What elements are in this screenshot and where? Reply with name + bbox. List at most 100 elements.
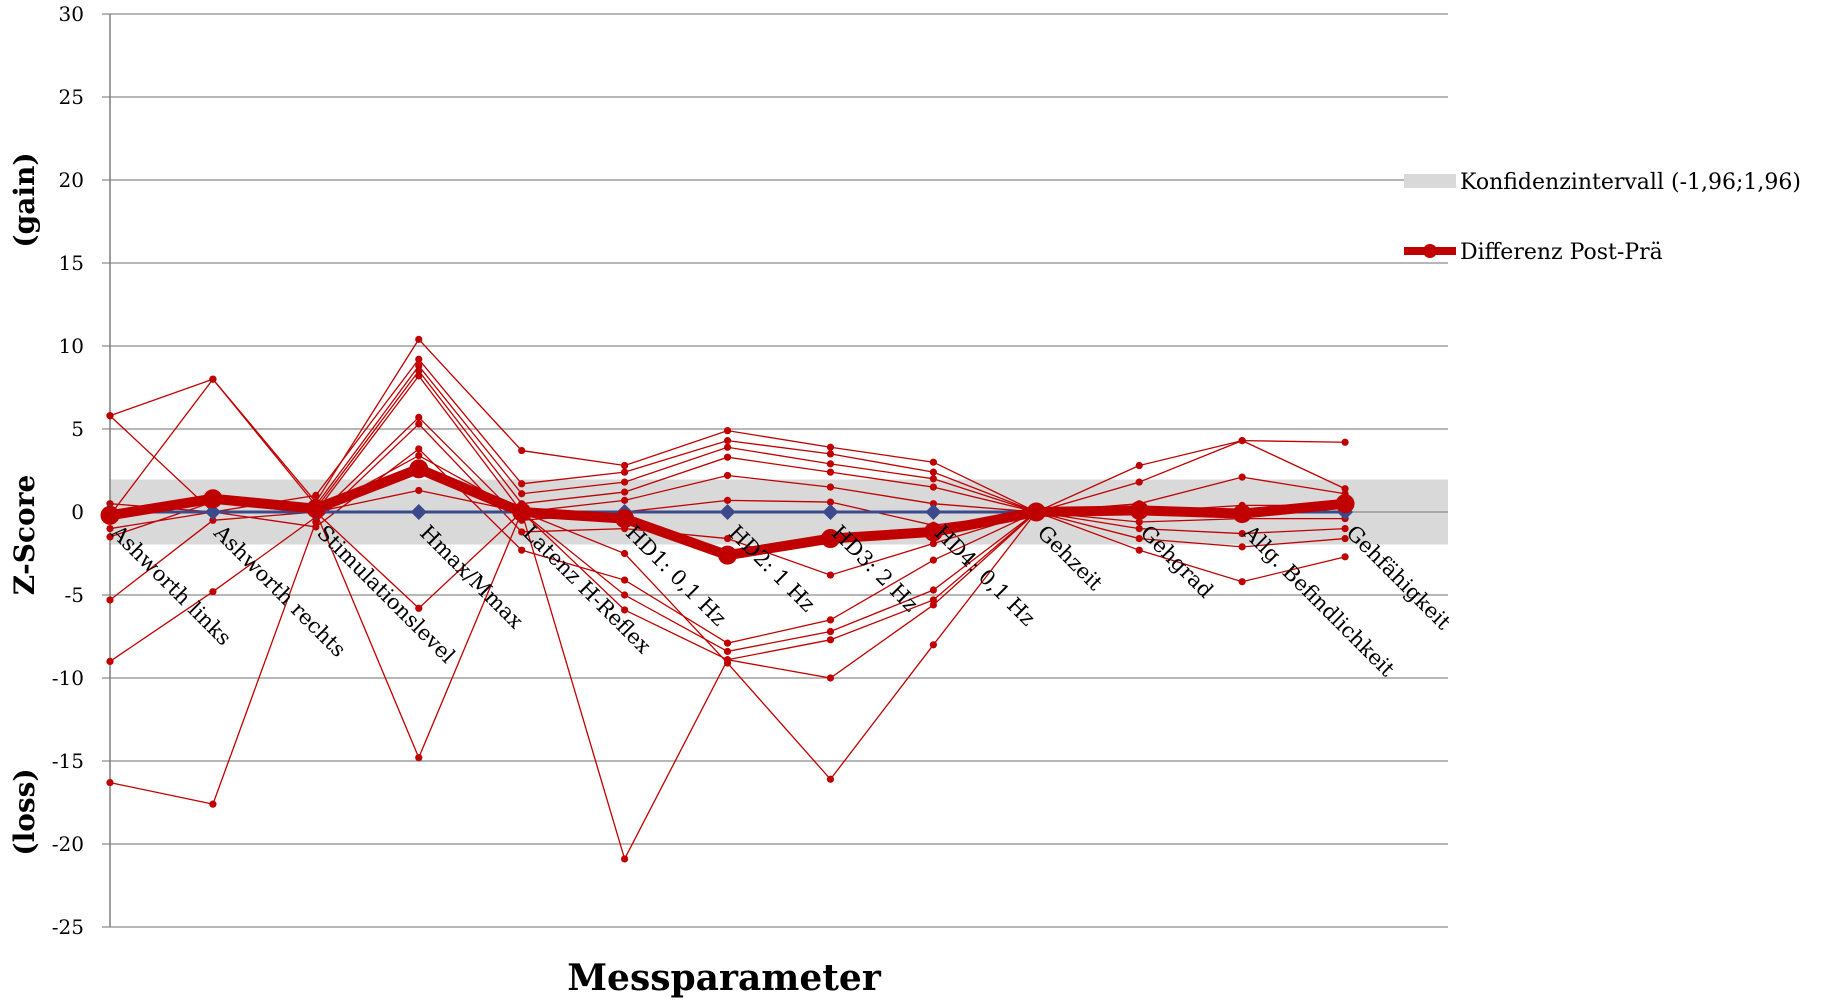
mean-point bbox=[512, 502, 532, 522]
individual-point bbox=[621, 468, 629, 476]
y-tick-label: -25 bbox=[52, 915, 84, 939]
individual-point bbox=[1135, 534, 1143, 543]
individual-point bbox=[929, 539, 937, 548]
individual-point bbox=[826, 616, 835, 624]
mean-point bbox=[1335, 494, 1355, 514]
individual-point bbox=[1238, 437, 1246, 445]
individual-point bbox=[415, 754, 423, 762]
individual-point bbox=[1341, 485, 1349, 493]
individual-point bbox=[826, 498, 835, 506]
individual-point bbox=[621, 591, 629, 599]
individual-point bbox=[723, 443, 732, 451]
legend-label-confidence: Konfidenzintervall (-1,96;1,96) bbox=[1460, 170, 1801, 195]
individual-point bbox=[826, 775, 835, 783]
y-axis-label-zscore: Z-Score bbox=[8, 475, 41, 596]
individual-point bbox=[106, 412, 114, 420]
individual-point bbox=[1341, 553, 1349, 561]
individual-point bbox=[621, 478, 629, 486]
individual-point bbox=[1238, 578, 1246, 586]
individual-point bbox=[826, 460, 835, 468]
y-tick-label: 10 bbox=[59, 334, 84, 358]
gridlines bbox=[102, 13, 1448, 928]
individual-point bbox=[1238, 473, 1246, 481]
individual-point bbox=[723, 496, 732, 504]
individual-point bbox=[826, 571, 835, 579]
individual-point bbox=[209, 800, 217, 808]
mean-point bbox=[409, 459, 429, 479]
individual-point bbox=[415, 362, 423, 370]
individual-point bbox=[106, 778, 114, 787]
individual-point bbox=[723, 639, 732, 647]
individual-point bbox=[518, 528, 526, 536]
individual-point bbox=[621, 855, 629, 863]
individual-point bbox=[826, 450, 835, 458]
individual-point bbox=[826, 483, 835, 491]
legend: Konfidenzintervall (-1,96;1,96) Differen… bbox=[1404, 170, 1801, 265]
legend-swatch-mean-marker bbox=[1423, 244, 1437, 258]
mean-point bbox=[1026, 502, 1046, 522]
y-tick-label: -5 bbox=[65, 583, 84, 607]
mean-point bbox=[100, 505, 120, 525]
individual-point bbox=[415, 413, 423, 421]
y-axis-label-gain: (gain) bbox=[8, 152, 41, 247]
x-axis-label: Messparameter bbox=[567, 957, 882, 999]
individual-point bbox=[209, 516, 217, 524]
baseline-point bbox=[719, 504, 736, 520]
individual-point bbox=[826, 674, 835, 682]
baseline-point bbox=[925, 504, 942, 520]
individual-point bbox=[826, 627, 835, 636]
individual-point bbox=[723, 437, 732, 445]
y-tick-labels: 30 25 20 15 10 5 0 -5 -10 -15 -20 -25 bbox=[52, 2, 84, 939]
individual-point bbox=[929, 556, 937, 564]
individual-point bbox=[415, 445, 423, 453]
y-axis-label-loss: (loss) bbox=[8, 768, 41, 855]
individual-point bbox=[723, 534, 732, 543]
mean-point bbox=[615, 509, 635, 529]
mean-point bbox=[718, 545, 738, 565]
individual-point bbox=[415, 420, 423, 428]
baseline-point bbox=[410, 504, 427, 520]
individual-point bbox=[826, 636, 835, 644]
individual-point bbox=[415, 486, 423, 495]
mean-point bbox=[1129, 500, 1149, 520]
individual-point bbox=[929, 586, 937, 594]
mean-point bbox=[306, 499, 326, 519]
individual-point bbox=[415, 604, 423, 612]
individual-point bbox=[1341, 534, 1349, 543]
baseline-point bbox=[822, 504, 839, 520]
individual-point bbox=[621, 576, 629, 584]
individual-point bbox=[621, 606, 629, 614]
baseline-point bbox=[204, 504, 221, 520]
individual-point bbox=[415, 367, 423, 375]
y-tick-label: -20 bbox=[52, 832, 84, 856]
individual-point bbox=[1135, 461, 1143, 470]
legend-swatch-confidence bbox=[1404, 174, 1456, 188]
individual-point bbox=[1135, 518, 1143, 526]
y-tick-label: 5 bbox=[71, 417, 84, 441]
individual-point bbox=[929, 483, 937, 491]
individual-point bbox=[209, 588, 217, 596]
individual-point bbox=[106, 500, 114, 508]
mean-point bbox=[203, 489, 223, 509]
y-tick-label: 25 bbox=[59, 85, 84, 109]
individual-point bbox=[826, 468, 835, 476]
individual-point bbox=[415, 451, 423, 460]
mean-series-layer bbox=[100, 459, 1355, 565]
individual-point bbox=[826, 443, 835, 451]
individual-point bbox=[415, 355, 423, 363]
individual-point bbox=[415, 372, 423, 380]
mean-point bbox=[820, 529, 840, 549]
individual-point bbox=[1238, 543, 1246, 551]
individual-point bbox=[106, 533, 114, 541]
individual-point bbox=[1135, 525, 1143, 533]
individual-point bbox=[723, 471, 732, 480]
y-tick-label: -10 bbox=[52, 666, 84, 690]
individual-point bbox=[929, 641, 937, 649]
individual-point bbox=[621, 496, 629, 504]
y-tick-label: 0 bbox=[71, 500, 84, 524]
individual-point bbox=[518, 480, 526, 488]
individual-point bbox=[1238, 529, 1246, 538]
individual-point bbox=[415, 335, 423, 343]
individual-point bbox=[929, 475, 937, 483]
